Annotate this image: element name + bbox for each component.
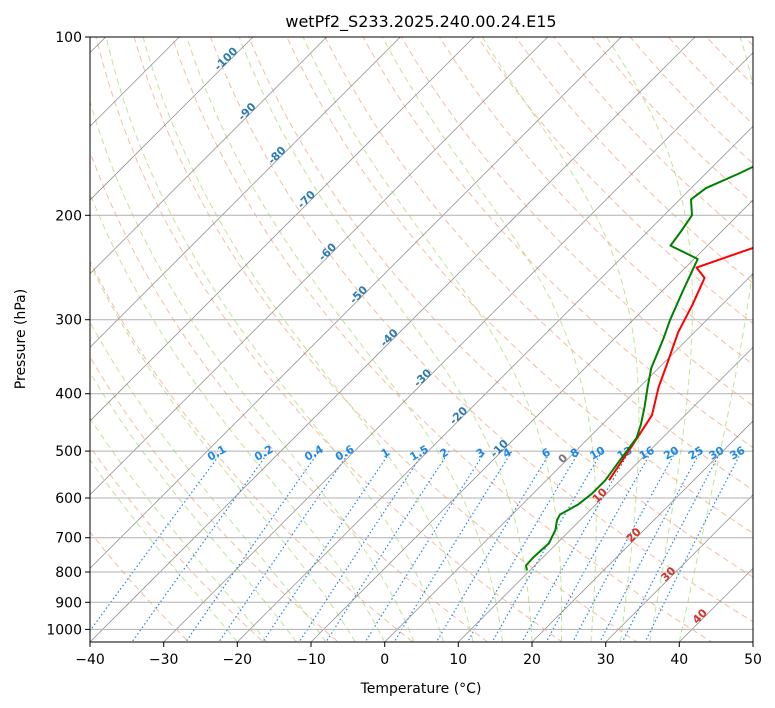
moist-adiabat xyxy=(302,37,563,642)
moist-adiabat xyxy=(90,321,327,642)
y-tick-label: 200 xyxy=(55,208,82,224)
x-tick-label: 30 xyxy=(597,652,615,668)
moist-adiabat xyxy=(90,262,356,642)
x-tick-label: 20 xyxy=(523,652,541,668)
x-tick-label: 40 xyxy=(670,652,688,668)
dry-adiabat xyxy=(90,531,190,642)
isotherm-line xyxy=(90,37,254,201)
x-tick-label: 10 xyxy=(449,652,467,668)
dry-adiabat xyxy=(90,356,339,642)
y-tick-label: 700 xyxy=(55,531,82,547)
moist-adiabat xyxy=(90,459,238,642)
x-tick-label: −20 xyxy=(223,652,253,668)
dry-adiabat xyxy=(362,37,753,449)
y-axis-label: Pressure (hPa) xyxy=(13,289,29,389)
isotherm-line xyxy=(531,420,753,642)
dry-adiabat xyxy=(248,37,753,578)
moist-adiabat xyxy=(90,99,415,642)
isotherm-line xyxy=(90,37,401,348)
dry-adiabat xyxy=(515,37,753,284)
dry-adiabat xyxy=(90,445,265,642)
isotherm-line xyxy=(384,273,753,642)
isotherm-line xyxy=(90,37,622,569)
y-tick-label: 900 xyxy=(55,595,82,611)
isotherm-line xyxy=(458,346,753,642)
x-tick-label: −30 xyxy=(149,652,179,668)
y-tick-label: 300 xyxy=(55,313,82,329)
dry-adiabat xyxy=(324,37,753,491)
moist-adiabat xyxy=(105,37,445,642)
y-tick-label: 400 xyxy=(55,387,82,403)
isobar-gridlines xyxy=(90,37,753,630)
moist-adiabat xyxy=(606,37,693,642)
isotherm-line xyxy=(163,52,753,642)
isotherm-line xyxy=(605,494,753,642)
chart-title: wetPf2_S233.2025.240.00.24.E15 xyxy=(285,12,556,32)
y-tick-label: 500 xyxy=(55,444,82,460)
y-tick-label: 1000 xyxy=(46,622,82,638)
x-tick-label: 0 xyxy=(380,652,389,668)
moist-adiabat xyxy=(678,37,753,642)
moist-adiabat xyxy=(90,417,268,642)
dry-adiabat xyxy=(171,37,713,642)
x-tick-label: 50 xyxy=(744,652,762,668)
moist-adiabat xyxy=(90,192,386,642)
temperature-line xyxy=(608,246,753,481)
x-axis: −40 −30 −20 −10 0 10 20 30 40 50 xyxy=(75,642,762,668)
y-axis: 100 200 300 400 500 600 700 800 900 1000 xyxy=(46,30,90,638)
dry-adiabat xyxy=(209,37,753,623)
moist-adiabat xyxy=(381,37,597,642)
x-axis-label: Temperature (°C) xyxy=(360,681,482,697)
dewpoint-line xyxy=(525,165,753,571)
isotherm-line xyxy=(310,199,753,642)
dry-adiabat xyxy=(90,150,489,642)
profile-series xyxy=(525,165,753,571)
dry-adiabat xyxy=(95,37,564,642)
dry-adiabat xyxy=(133,37,638,642)
isotherm-line xyxy=(90,37,548,496)
moist-adiabat xyxy=(90,371,297,642)
isotherm-line xyxy=(90,37,327,275)
plot-frame xyxy=(89,36,754,643)
x-tick-label: −40 xyxy=(75,652,105,668)
dry-adiabat xyxy=(90,259,414,642)
y-tick-label: 600 xyxy=(55,491,82,507)
moist-adiabat xyxy=(238,37,533,642)
y-tick-label: 100 xyxy=(55,30,82,46)
y-tick-label: 800 xyxy=(55,565,82,581)
moist-adiabat xyxy=(481,37,640,642)
isotherm-line xyxy=(90,37,696,642)
moist-adiabat xyxy=(186,37,503,642)
isotherm-line xyxy=(237,125,753,642)
isotherm-line xyxy=(90,37,475,422)
x-tick-label: −10 xyxy=(296,652,326,668)
moist-adiabat xyxy=(142,37,474,642)
